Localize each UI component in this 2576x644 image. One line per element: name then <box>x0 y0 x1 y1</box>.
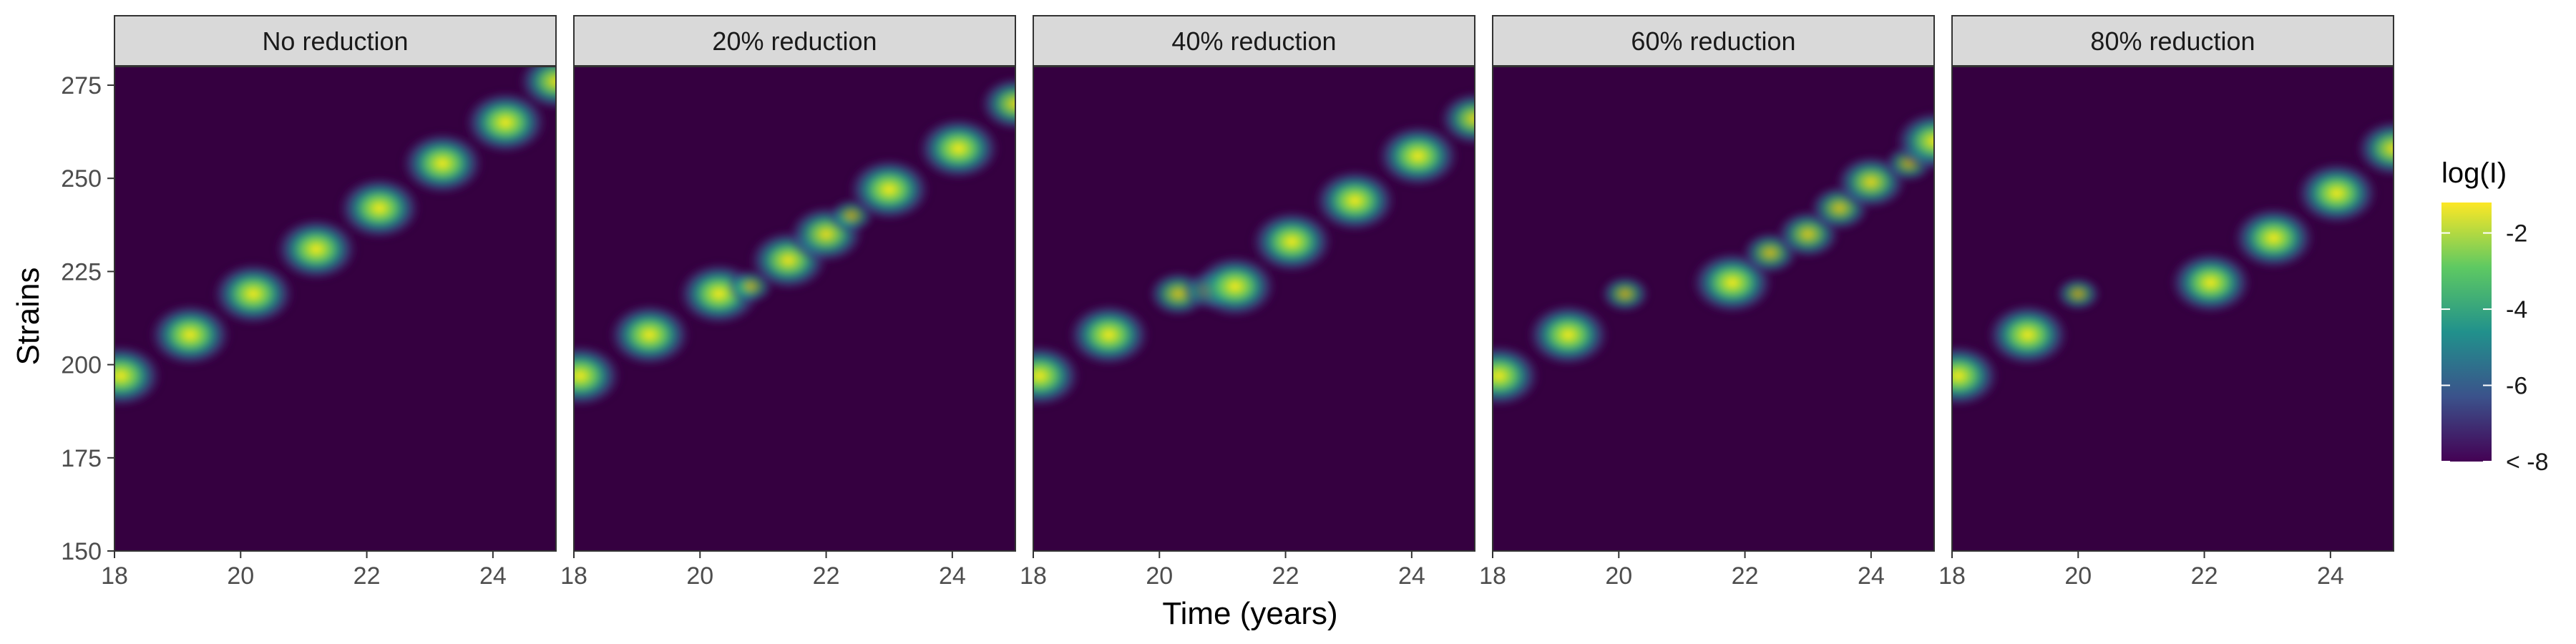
panel-5: 80% reduction 18 20 22 24 <box>1938 15 2394 590</box>
x-tick-label: 18 <box>1479 562 1506 590</box>
y-tick-label: 200 <box>61 352 102 379</box>
intensity-blob <box>399 130 486 197</box>
x-tick-label: 22 <box>1272 562 1299 590</box>
intensity-blob <box>1437 89 1475 147</box>
panel-3: 40% reduction 18 20 22 24 <box>1020 15 1475 590</box>
facet-label: 20% reduction <box>712 26 877 56</box>
intensity-blob <box>915 115 1002 182</box>
intensity-blob <box>1312 167 1398 234</box>
intensity-blob <box>1525 301 1611 368</box>
x-axis-title: Time (years) <box>1162 596 1337 631</box>
intensity-blob <box>1249 208 1335 275</box>
y-axis: 150 175 200 225 250 275 <box>61 72 114 565</box>
facet-label: 80% reduction <box>2090 26 2255 56</box>
facet-strip <box>1951 15 2394 67</box>
y-axis-title: Strains <box>11 268 46 366</box>
panel-border <box>1033 66 1475 552</box>
panel-border <box>114 66 557 552</box>
intensity-blob <box>2293 160 2380 227</box>
intensity-blob <box>147 301 233 368</box>
facet-strip <box>1492 15 1935 67</box>
intensity-blob <box>517 67 556 112</box>
intensity-blob <box>2354 118 2394 179</box>
intensity-blob <box>1375 122 1461 189</box>
intensity-blob <box>336 175 423 241</box>
x-tick-label: 24 <box>939 562 966 590</box>
x-tick-label: 18 <box>101 562 128 590</box>
x-tick-label: 22 <box>353 562 381 590</box>
panel-4: 60% reduction 18 20 22 24 <box>1479 15 1935 590</box>
panel-2: 20% reduction 18 20 22 24 <box>560 15 1016 590</box>
intensity-blob <box>1599 273 1652 314</box>
x-tick-label: 22 <box>1732 562 1759 590</box>
intensity-blob <box>606 301 693 368</box>
x-tick-label: 20 <box>1146 562 1173 590</box>
panel-1: No reduction 18 20 22 24 <box>101 15 557 590</box>
y-tick-label: 275 <box>61 72 102 99</box>
intensity-blob <box>977 75 1015 133</box>
intensity-blob <box>210 260 296 327</box>
y-tick-label: 225 <box>61 258 102 286</box>
legend-title: log(I) <box>2441 157 2507 189</box>
x-tick-label: 18 <box>1020 562 1047 590</box>
x-tick-label: 20 <box>1605 562 1632 590</box>
intensity-blob <box>2054 275 2103 313</box>
x-tick-label: 24 <box>1398 562 1425 590</box>
intensity-blob <box>114 343 164 409</box>
intensity-blob <box>1192 253 1279 320</box>
facet-label: 40% reduction <box>1171 26 1336 56</box>
x-tick-label: 24 <box>2317 562 2344 590</box>
panel-border <box>1951 66 2394 552</box>
panel-border <box>1492 66 1935 552</box>
facet-label: 60% reduction <box>1631 26 1795 56</box>
legend-tick-label: -4 <box>2506 296 2527 323</box>
intensity-blob <box>1065 301 1152 368</box>
facet-strip <box>1033 15 1475 67</box>
intensity-blob <box>2230 205 2317 271</box>
intensity-blob <box>1984 301 2071 368</box>
intensity-blob <box>273 216 360 283</box>
intensity-blob <box>1893 109 1934 173</box>
intensity-blob <box>1952 343 2001 409</box>
x-tick-label: 24 <box>479 562 507 590</box>
intensity-blob <box>574 343 623 409</box>
legend-tick-label: < -8 <box>2506 449 2549 476</box>
y-tick-label: 150 <box>61 538 102 565</box>
facet-strip <box>114 15 557 67</box>
x-tick-label: 18 <box>1938 562 1966 590</box>
x-tick-label: 20 <box>227 562 254 590</box>
panel-border <box>573 66 1016 552</box>
x-tick-label: 20 <box>2064 562 2092 590</box>
legend-tick-label: -6 <box>2506 373 2527 400</box>
intensity-blob <box>846 156 932 223</box>
intensity-blob <box>2167 250 2254 316</box>
intensity-blob <box>1493 343 1542 409</box>
x-tick-label: 22 <box>2191 562 2218 590</box>
y-tick-label: 250 <box>61 165 102 192</box>
colorbar <box>2441 203 2492 462</box>
intensity-blob <box>1033 343 1083 409</box>
facet-strip <box>573 15 1016 67</box>
legend: log(I) -2 -4 -6 < -8 <box>2441 157 2549 476</box>
x-tick-label: 20 <box>686 562 713 590</box>
x-tick-label: 24 <box>1858 562 1885 590</box>
legend-tick-label: -2 <box>2506 220 2527 248</box>
y-tick-label: 175 <box>61 445 102 472</box>
intensity-blob <box>462 89 549 156</box>
x-tick-label: 22 <box>813 562 840 590</box>
facet-label: No reduction <box>262 26 408 56</box>
x-tick-label: 18 <box>560 562 587 590</box>
